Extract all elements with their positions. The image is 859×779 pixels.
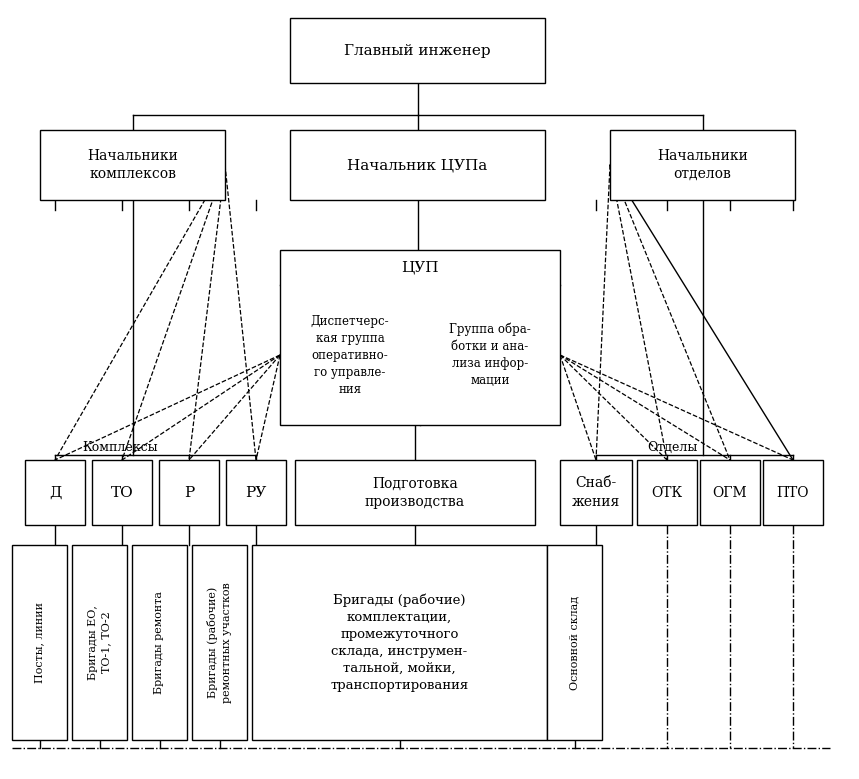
Text: Начальники
отделов: Начальники отделов: [657, 149, 748, 182]
Text: Группа обра-
ботки и ана-
лиза инфор-
мации: Группа обра- ботки и ана- лиза инфор- ма…: [449, 323, 531, 387]
Bar: [226, 460, 286, 525]
Bar: [280, 250, 560, 425]
Bar: [290, 130, 545, 200]
Text: Диспетчерс-
кая группа
оперативно-
го управле-
ния: Диспетчерс- кая группа оперативно- го уп…: [311, 315, 389, 396]
Bar: [40, 130, 225, 200]
Text: Бригады ЕО,
ТО-1, ТО-2: Бригады ЕО, ТО-1, ТО-2: [88, 605, 111, 680]
Text: Начальники
комплексов: Начальники комплексов: [87, 149, 178, 182]
Bar: [610, 130, 795, 200]
Text: РУ: РУ: [246, 485, 266, 499]
Bar: [132, 545, 187, 740]
Text: Бригады ремонта: Бригады ремонта: [155, 591, 165, 694]
Bar: [192, 545, 247, 740]
Text: Посты, линии: Посты, линии: [34, 602, 45, 683]
Text: Основной склад: Основной склад: [570, 595, 580, 689]
Bar: [159, 460, 219, 525]
Text: Главный инженер: Главный инженер: [344, 44, 490, 58]
Text: Р: Р: [184, 485, 194, 499]
Bar: [290, 18, 545, 83]
Bar: [700, 460, 760, 525]
Bar: [560, 460, 632, 525]
Bar: [92, 460, 152, 525]
Text: Бригады (рабочие)
ремонтных участков: Бригады (рабочие) ремонтных участков: [207, 582, 232, 703]
Text: ТО: ТО: [111, 485, 133, 499]
Text: Начальник ЦУПа: Начальник ЦУПа: [347, 158, 488, 172]
Bar: [295, 460, 535, 525]
Bar: [763, 460, 823, 525]
Bar: [252, 545, 547, 740]
Text: ОТК: ОТК: [651, 485, 683, 499]
Text: Д: Д: [49, 485, 61, 499]
Text: Бригады (рабочие)
комплектации,
промежуточного
склада, инструмен-
тальной, мойки: Бригады (рабочие) комплектации, промежут…: [331, 594, 469, 692]
Bar: [25, 460, 85, 525]
Bar: [72, 545, 127, 740]
Bar: [547, 545, 602, 740]
Bar: [637, 460, 697, 525]
Text: Снаб-
жения: Снаб- жения: [572, 476, 620, 509]
Text: ПТО: ПТО: [777, 485, 809, 499]
Text: ОГМ: ОГМ: [713, 485, 747, 499]
Text: Отделы: Отделы: [647, 441, 698, 454]
Text: Комплексы: Комплексы: [82, 441, 158, 454]
Text: Подготовка
производства: Подготовка производства: [365, 476, 465, 509]
Bar: [12, 545, 67, 740]
Text: ЦУП: ЦУП: [401, 260, 439, 274]
